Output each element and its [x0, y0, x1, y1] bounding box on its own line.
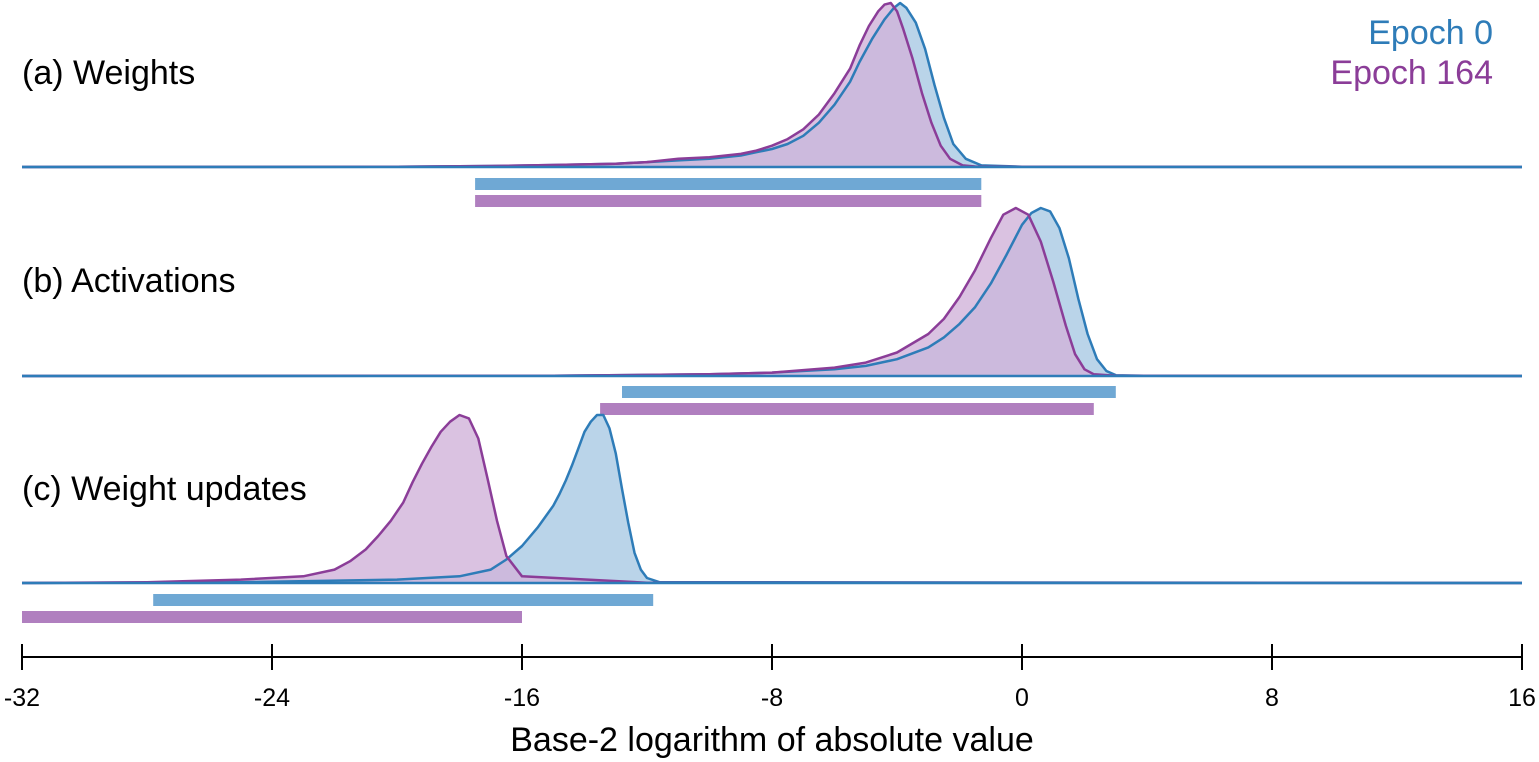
- panel-3: (c) Weight updates: [21, 413, 1523, 623]
- x-axis: -32 -24 -16 -8 0 8 16 Base-2 logarithm of abso…: [4, 644, 1536, 759]
- density-line-epoch164: [21, 1, 1523, 169]
- density-fill-epoch164: [22, 208, 1522, 376]
- range-bar-epoch0: [622, 386, 1116, 398]
- density-fill-epoch164: [22, 3, 1522, 167]
- range-bar-epoch164: [600, 403, 1094, 415]
- panels-layer: (a) Weights (b) Activations (c) Weight upd…: [21, 1, 1523, 623]
- range-bar-epoch0: [153, 594, 654, 606]
- legend: Epoch 0 Epoch 164: [1330, 14, 1493, 92]
- x-ticks: -32 -24 -16 -8 0 8 16: [4, 644, 1536, 712]
- range-bar-epoch164: [22, 611, 522, 623]
- density-line-epoch164: [21, 206, 1523, 378]
- panel-1: (a) Weights: [21, 1, 1523, 207]
- range-bar-epoch0: [475, 178, 982, 190]
- range-bar-epoch164: [475, 195, 982, 207]
- legend-entry-epoch-164: Epoch 164: [1330, 54, 1493, 92]
- density-line-epoch0: [21, 413, 1523, 585]
- density-line-epoch0: [21, 206, 1523, 378]
- density-fill-epoch164: [22, 415, 1522, 583]
- x-tick-label: -8: [761, 684, 783, 712]
- x-tick-label: 8: [1265, 684, 1279, 712]
- panel-label: (b) Activations: [22, 262, 236, 300]
- x-axis-title: Base-2 logarithm of absolute value: [510, 721, 1034, 759]
- density-fill-epoch0: [22, 208, 1522, 376]
- panel-label: (a) Weights: [22, 54, 195, 92]
- panel-label: (c) Weight updates: [22, 470, 307, 508]
- x-tick-label: 0: [1015, 684, 1029, 712]
- density-line-epoch164: [21, 413, 1523, 585]
- panel-2: (b) Activations: [21, 206, 1523, 415]
- x-tick-label: -24: [254, 684, 290, 712]
- x-tick-label: -32: [4, 684, 40, 712]
- density-line-epoch0: [21, 1, 1523, 169]
- legend-entry-epoch-0: Epoch 0: [1368, 14, 1493, 52]
- x-tick-label: -16: [504, 684, 540, 712]
- density-fill-epoch0: [22, 3, 1522, 167]
- x-tick-label: 16: [1508, 684, 1536, 712]
